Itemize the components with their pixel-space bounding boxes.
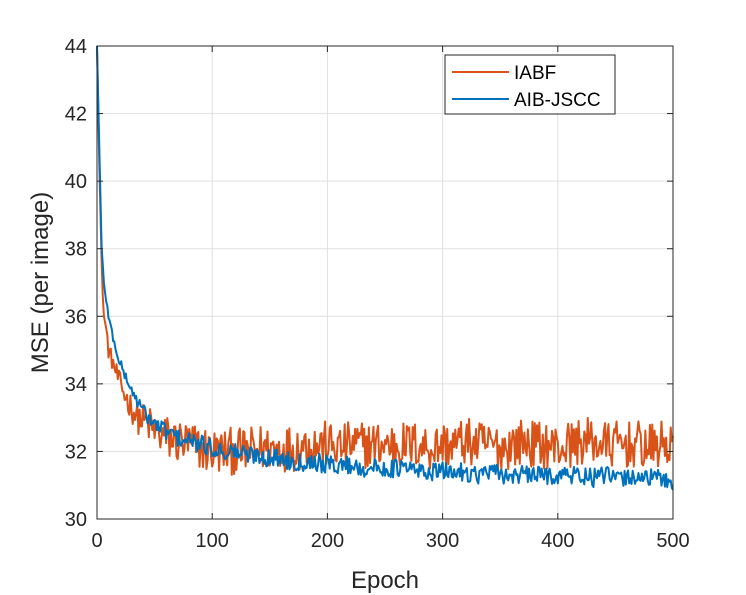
- series-layer: [96, 45, 674, 491]
- y-tick-label: 32: [65, 441, 87, 463]
- y-tick-label: 42: [65, 104, 87, 126]
- series-line-iabf: [96, 45, 674, 476]
- x-tick-label: 100: [196, 530, 229, 552]
- legend-label-iabf: IABF: [514, 63, 556, 84]
- y-tick-label: 36: [65, 306, 87, 328]
- axes-ticks: 0 100 200 300 400 500 30 32 34 36 38 40 42 44: [65, 36, 690, 552]
- legend: IABF AIB-JSCC: [444, 54, 616, 115]
- y-tick-label: 44: [65, 36, 87, 58]
- x-tick-label: 300: [426, 530, 459, 552]
- plot-frame: [96, 45, 674, 520]
- x-axis-label: Epoch: [351, 567, 419, 594]
- x-tick-label: 400: [541, 530, 574, 552]
- legend-label-aib-jscc: AIB-JSCC: [514, 90, 601, 111]
- y-tick-label: 38: [65, 239, 87, 261]
- y-tick-label: 30: [65, 509, 87, 531]
- x-tick-label: 500: [656, 530, 689, 552]
- y-tick-label: 40: [65, 171, 87, 193]
- y-tick-label: 34: [65, 374, 87, 396]
- x-tick-label: 0: [91, 530, 102, 552]
- legend-box: [444, 54, 616, 115]
- y-axis-label: MSE (per image): [27, 192, 54, 373]
- series-line-aib-jscc: [96, 45, 674, 491]
- x-tick-label: 200: [311, 530, 344, 552]
